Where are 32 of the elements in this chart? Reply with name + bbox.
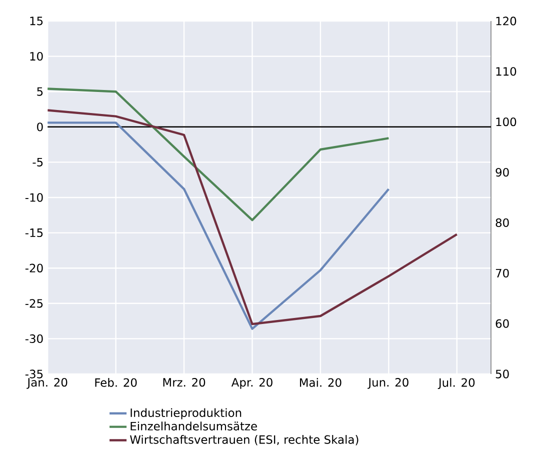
x-tick-label: Feb. 20 bbox=[95, 378, 137, 387]
y-tick-label: -10 bbox=[25, 193, 43, 202]
y2-tick-label: 100 bbox=[496, 118, 516, 126]
y2-tick-label: 90 bbox=[496, 168, 509, 177]
x-tick-label: Jan. 20 bbox=[26, 378, 68, 389]
y-tick-label: -15 bbox=[25, 228, 43, 238]
y2-tick-label: 120 bbox=[496, 16, 516, 26]
y-tick-label: 0 bbox=[37, 122, 43, 132]
x-tick-label: Jul. 20 bbox=[438, 378, 475, 390]
line-series bbox=[48, 109, 458, 326]
x-tick-label: Apr. 20 bbox=[231, 378, 272, 389]
y2-tick-label: 50 bbox=[496, 370, 509, 378]
y-tick-label: -5 bbox=[32, 158, 43, 166]
legend-label: Einzelhandelsumsätze bbox=[130, 422, 257, 430]
x-tick-label: Jun. 20 bbox=[368, 378, 408, 389]
legend-label: Industrieproduktion bbox=[130, 408, 242, 420]
y2-tick-label: 60 bbox=[496, 319, 509, 328]
line-series bbox=[46, 88, 390, 222]
y-tick-label: -25 bbox=[25, 299, 43, 308]
line-series bbox=[46, 122, 390, 330]
y2-tick-label: 70 bbox=[496, 268, 509, 278]
y-tick-label: 10 bbox=[30, 52, 43, 61]
x-tick-label: Mai. 20 bbox=[300, 378, 342, 387]
y-tick-label: -30 bbox=[25, 334, 43, 344]
y-tick-label: 5 bbox=[37, 87, 43, 96]
y-tick-label: 15 bbox=[30, 16, 43, 26]
x-tick-label: Mrz. 20 bbox=[163, 378, 206, 387]
y2-tick-label: 110 bbox=[496, 67, 516, 76]
y-tick-label: -20 bbox=[25, 264, 43, 272]
legend-label: Wirtschaftsvertrauen (ESI, rechte Skala) bbox=[130, 435, 358, 446]
y-tick-label: -35 bbox=[25, 370, 43, 378]
y2-tick-label: 80 bbox=[496, 218, 509, 228]
